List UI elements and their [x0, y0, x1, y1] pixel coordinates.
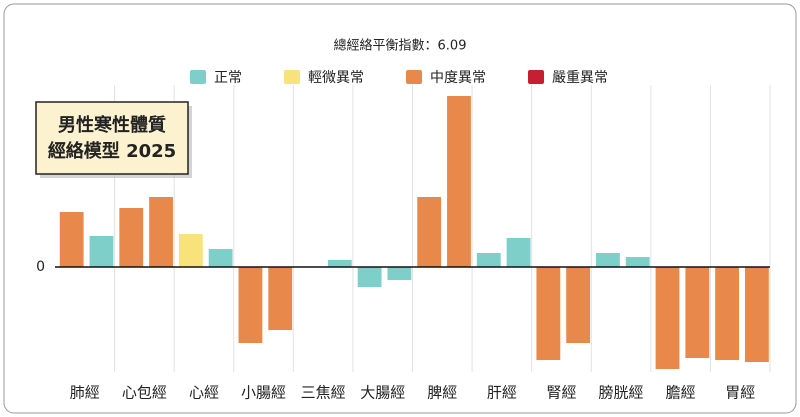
bar [268, 267, 293, 330]
bar [536, 267, 561, 360]
x-tick-label: 腎經 [546, 384, 576, 402]
legend-label: 中度異常 [430, 70, 486, 86]
bar [208, 249, 233, 267]
bar [566, 267, 591, 343]
legend-swatch [190, 70, 206, 84]
x-tick-label: 肝經 [487, 384, 517, 402]
badge [35, 101, 189, 175]
bar [655, 267, 680, 369]
legend-swatch [284, 70, 300, 84]
badge-line: 男性寒性體質 [58, 114, 166, 136]
bar [387, 267, 412, 280]
badge-line: 經絡模型 2025 [48, 140, 176, 162]
plot: 0 肺經 心包經 心經 小腸經 三焦經 大腸經 脾經 肝經 腎經 膀胱經 膽經 胃經 [36, 85, 771, 402]
bar [715, 267, 740, 360]
x-tick-label: 脾經 [427, 384, 457, 402]
bar [178, 234, 203, 267]
x-tick-label: 心經 [189, 384, 219, 402]
bar [476, 253, 501, 267]
x-tick-label: 三焦經 [301, 384, 346, 402]
y-tick-label: 0 [36, 259, 45, 275]
bar [357, 267, 382, 287]
bar [149, 197, 173, 267]
bar [625, 257, 650, 267]
x-tick-label: 膽經 [666, 384, 696, 402]
x-tick-label: 大腸經 [360, 384, 405, 402]
bar [238, 267, 263, 343]
bar [59, 212, 84, 267]
x-tick-label: 膀胱經 [599, 384, 644, 402]
x-tick-label: 胃經 [725, 384, 755, 402]
legend-label: 嚴重異常 [552, 70, 608, 86]
bar [417, 197, 442, 267]
x-tick-label: 肺經 [70, 384, 100, 402]
x-tick-label: 小腸經 [241, 384, 286, 402]
legend-label: 正常 [214, 70, 242, 86]
legend: 正常 輕微異常 中度異常 嚴重異常 [190, 70, 608, 86]
legend-label: 輕微異常 [308, 70, 364, 86]
bar [327, 260, 352, 267]
chart-title: 總經絡平衡指數：6.09 [334, 38, 467, 54]
legend-swatch [528, 70, 544, 84]
bar [744, 267, 769, 362]
x-tick-label: 心包經 [122, 384, 167, 402]
bar [685, 267, 710, 358]
bar [506, 238, 531, 267]
legend-swatch [406, 70, 422, 84]
bar [119, 208, 144, 267]
bar [447, 96, 471, 267]
bar [596, 253, 620, 267]
frame [3, 3, 797, 414]
bar [89, 236, 114, 267]
